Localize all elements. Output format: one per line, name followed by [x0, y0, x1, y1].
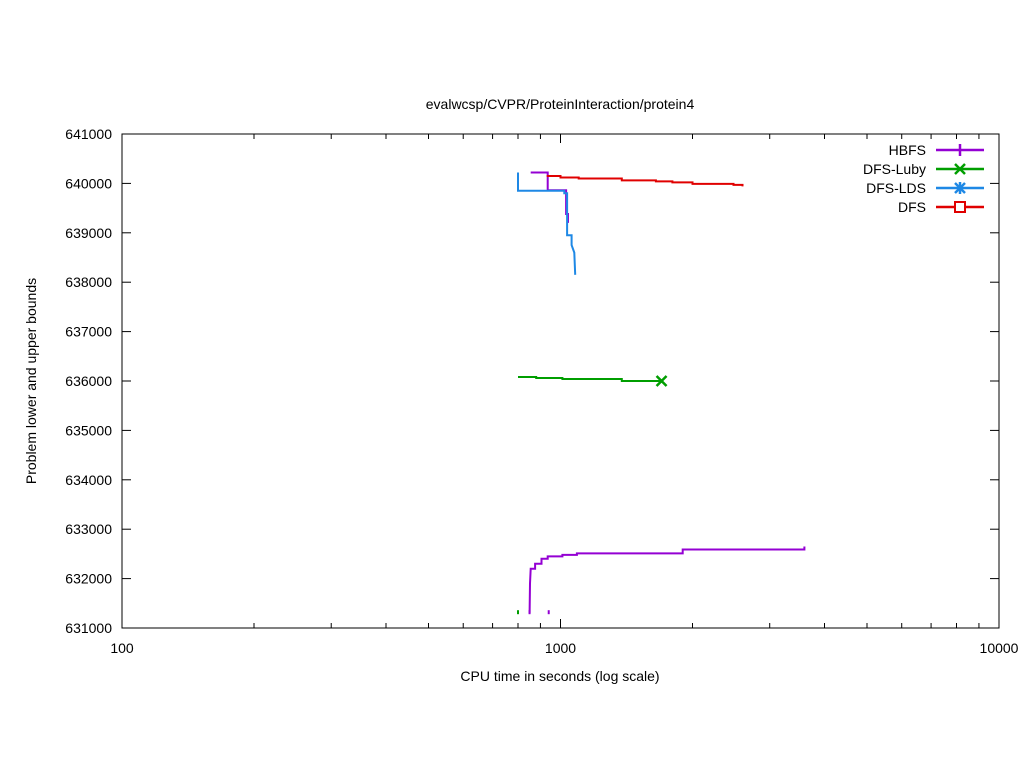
dfs-luby-upper-bound-line — [518, 376, 662, 382]
hbfs-upper-bound-line — [530, 171, 569, 223]
legend-marker-dfs — [954, 201, 966, 213]
y-tick-label: 636000 — [65, 373, 112, 389]
series-layer — [517, 171, 806, 615]
chart-title: evalwcsp/CVPR/ProteinInteraction/protein… — [426, 96, 695, 112]
y-tick-label: 635000 — [65, 422, 112, 438]
legend-label-dfs: DFS — [898, 199, 926, 215]
x-tick-label: 10000 — [980, 640, 1019, 656]
hbfs-lower-bound-line — [528, 546, 806, 614]
legend-label-hbfs: HBFS — [889, 142, 926, 158]
y-tick-label: 633000 — [65, 521, 112, 537]
y-tick-label: 641000 — [65, 126, 112, 142]
dfs-upper-bound-line — [546, 175, 744, 187]
dfs-lds-upper-bound-line — [517, 172, 577, 275]
x-axis-label: CPU time in seconds (log scale) — [460, 668, 659, 684]
dfs-luby-end-marker — [655, 375, 668, 387]
axis-ticks: 631000 632000 633000 634000 635000 636000 6370… — [65, 126, 1018, 656]
y-tick-label: 632000 — [65, 571, 112, 587]
y-tick-label: 637000 — [65, 324, 112, 340]
y-tick-label: 638000 — [65, 274, 112, 290]
legend-label-dfs-luby: DFS-Luby — [863, 161, 926, 177]
legend-label-dfs-lds: DFS-LDS — [866, 180, 926, 196]
legend-marker-dfs-lds — [954, 182, 966, 194]
y-tick-label: 634000 — [65, 472, 112, 488]
y-tick-label: 639000 — [65, 225, 112, 241]
y-tick-label: 640000 — [65, 175, 112, 191]
y-axis-label: Problem lower and upper bounds — [23, 278, 39, 484]
x-tick-label: 100 — [110, 640, 134, 656]
plot-frame — [121, 133, 1000, 629]
legend-marker-dfs-luby — [954, 163, 966, 175]
x-tick-label: 1000 — [545, 640, 576, 656]
y-tick-label: 631000 — [65, 620, 112, 636]
legend: HBFS DFS-Luby DFS-LDS DFS — [863, 142, 984, 215]
